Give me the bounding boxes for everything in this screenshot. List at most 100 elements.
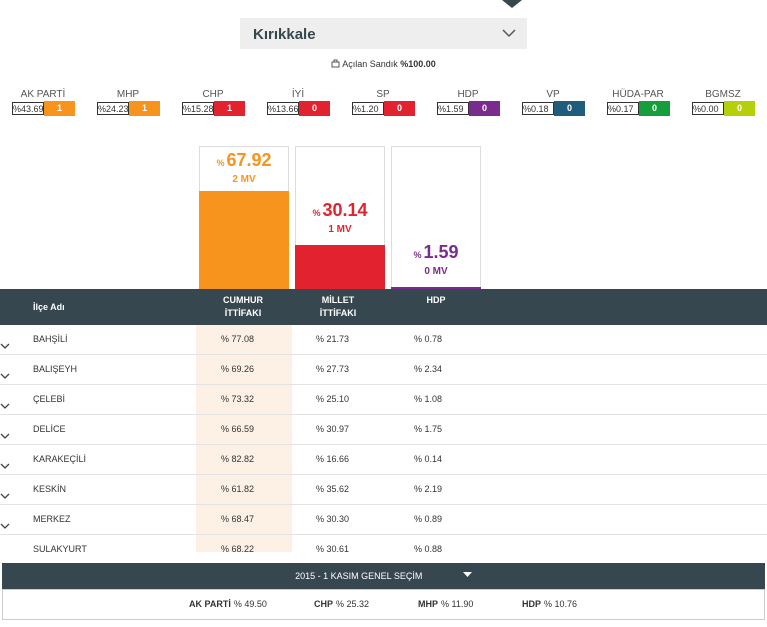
result: % 73.32 xyxy=(221,394,255,404)
party-pct: %13.66 xyxy=(267,102,299,115)
unit: % xyxy=(413,249,422,260)
district: BALIŞEYH xyxy=(33,364,78,374)
unit: % xyxy=(312,208,321,219)
result: % 30.30 xyxy=(316,514,350,524)
alliance-value: % 30.14 xyxy=(295,200,385,221)
opened-label: Açılan Sandık xyxy=(342,59,398,69)
result: % 2.19 xyxy=(414,484,443,494)
party-pct: %0.00 xyxy=(692,102,724,115)
row-divider xyxy=(0,354,767,355)
chevron xyxy=(502,29,516,38)
row-divider xyxy=(0,414,767,415)
party: AK PARTİ xyxy=(189,599,231,609)
expand[interactable] xyxy=(0,397,10,415)
opened-boxes: Açılan Sandık %100.00 xyxy=(0,59,767,69)
expand[interactable] xyxy=(0,517,10,535)
table-body: BAHŞİLİ % 77.08 % 21.73 % 0.78 BALIŞEYH % 69.… xyxy=(0,325,767,552)
pct: 67.92 xyxy=(226,150,272,170)
party-seats: 1 xyxy=(129,101,160,116)
expand[interactable] xyxy=(0,457,10,475)
alliance-box xyxy=(391,146,481,289)
caret xyxy=(462,572,472,577)
value: % 49.50 xyxy=(233,599,267,609)
row-divider xyxy=(0,504,767,505)
row-divider xyxy=(0,444,767,445)
province: Kırıkkale xyxy=(253,26,316,43)
pct: 30.14 xyxy=(322,200,368,221)
party-name: İYİ xyxy=(291,89,305,100)
party-seats: 0 xyxy=(469,101,500,116)
province-dropdown[interactable]: Kırıkkale xyxy=(240,18,527,49)
party-name: VP xyxy=(546,89,560,100)
opened-value: %100.00 xyxy=(400,59,436,69)
party-seats: 0 xyxy=(724,101,755,116)
previous-results: AK PARTİ% 49.50 CHP% 25.32 MHP% 11.90 HDP% … xyxy=(2,589,765,620)
expand[interactable] xyxy=(0,367,10,385)
alliance-seats: 1 MV xyxy=(328,224,352,236)
party-name: AK PARTİ xyxy=(20,89,66,100)
previous-result: CHP% 25.32 xyxy=(314,599,369,609)
expand[interactable] xyxy=(0,547,10,552)
previous-result: AK PARTİ% 49.50 xyxy=(189,599,267,609)
result: % 0.14 xyxy=(414,454,443,464)
column-header: CUMHUR İTTİFAKI xyxy=(223,295,263,318)
party-name: CHP xyxy=(202,89,224,100)
value: % 11.90 xyxy=(441,599,474,609)
party-seats: 1 xyxy=(44,101,75,116)
party-pct: %0.17 xyxy=(607,102,639,115)
party-name: HÜDA-PAR xyxy=(612,89,664,100)
previous-result: MHP% 11.90 xyxy=(418,599,473,609)
party: MHP xyxy=(418,599,438,609)
party-seats: 1 xyxy=(214,101,245,116)
row-divider xyxy=(0,384,767,385)
party-pct: %1.59 xyxy=(437,102,469,115)
alliance-seats: 0 MV xyxy=(424,265,448,277)
party-pct: %24.23 xyxy=(97,102,129,115)
district: KESKİN xyxy=(33,484,67,494)
party-name: SP xyxy=(376,89,390,100)
district: DELİCE xyxy=(33,424,66,434)
party-pct: %43.69 xyxy=(12,102,44,115)
party-seats: 0 xyxy=(384,101,415,116)
election-selector[interactable]: 2015 - 1 KASIM GENEL SEÇİM xyxy=(2,563,765,589)
party: HDP xyxy=(522,599,542,609)
alliance-bar xyxy=(199,190,289,289)
result: % 66.59 xyxy=(221,424,255,434)
party-name: BGMSZ xyxy=(705,89,741,100)
pointer xyxy=(502,0,522,8)
result: % 0.89 xyxy=(414,514,443,524)
district: SULAKYURT xyxy=(33,544,87,552)
party-pct: %15.28 xyxy=(182,102,214,115)
icon xyxy=(331,59,340,68)
previous-result: HDP% 10.76 xyxy=(522,599,577,609)
result: % 27.73 xyxy=(316,364,350,374)
column-highlight xyxy=(196,325,292,552)
expand[interactable] xyxy=(0,427,10,445)
pct: 1.59 xyxy=(423,241,459,262)
alliance-value: % 67.92 xyxy=(199,150,289,171)
party-pct: %1.20 xyxy=(352,102,384,115)
result: % 68.22 xyxy=(221,544,255,552)
result: % 1.08 xyxy=(414,394,443,404)
result: % 16.66 xyxy=(316,454,350,464)
expand[interactable] xyxy=(0,487,10,505)
alliance-bar xyxy=(391,286,481,289)
result: % 68.47 xyxy=(221,514,255,524)
unit: % xyxy=(216,158,225,168)
result: % 35.62 xyxy=(316,484,350,494)
table-header: İlçe Adı CUMHUR İTTİFAKI MİLLET İTTİFAKI HD… xyxy=(0,289,767,325)
party-seats: 0 xyxy=(639,101,670,116)
party-name: MHP xyxy=(116,89,140,100)
row-divider xyxy=(0,534,767,535)
party-pct: %0.18 xyxy=(522,102,554,115)
value: % 25.32 xyxy=(336,599,370,609)
district: MERKEZ xyxy=(33,514,71,524)
expand[interactable] xyxy=(0,337,10,355)
district: KARAKEÇİLİ xyxy=(33,454,87,464)
result: % 61.82 xyxy=(221,484,255,494)
party-seats: 0 xyxy=(554,101,585,116)
result: % 0.78 xyxy=(414,334,443,344)
district: ÇELEBİ xyxy=(33,394,66,404)
result: % 69.26 xyxy=(221,364,255,374)
